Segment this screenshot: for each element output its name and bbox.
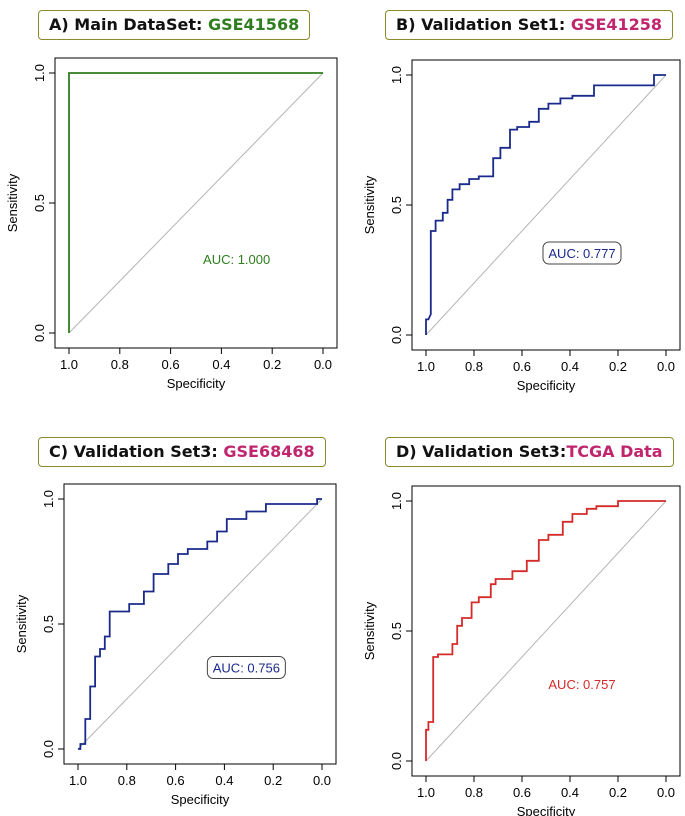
roc-plot-b: 1.0 0.8 0.6 0.4 0.2 0.0 0.0 0.5 1.0 Specificity Se…: [362, 59, 681, 393]
y-tick-label: 1.0: [32, 64, 47, 82]
auc-label: AUC: 0.756: [213, 661, 280, 676]
panel-d-title-dataset: TCGA Data: [566, 442, 663, 461]
x-axis-title: Specificity: [517, 378, 576, 393]
x-tick-label: 0.0: [657, 359, 675, 374]
x-tick-label: 0.8: [465, 359, 483, 374]
y-axis-title: Sensitivity: [362, 175, 377, 234]
x-tick-label: 1.0: [417, 359, 435, 374]
y-axis-title: Sensitivity: [14, 594, 29, 653]
roc-curve: [425, 500, 666, 761]
y-tick-label: 0.0: [389, 752, 404, 770]
diagonal-reference-line: [77, 498, 323, 750]
panel-b-title-prefix: B) Validation Set1:: [396, 15, 571, 34]
x-tick-label: 0.2: [609, 359, 627, 374]
panel-a-title-prefix: A) Main DataSet:: [49, 15, 208, 34]
roc-curve: [78, 498, 322, 750]
x-tick-label: 0.2: [263, 357, 281, 372]
auc-label-box: [542, 241, 622, 265]
auc-label: AUC: 0.777: [548, 246, 615, 261]
panel-a-title: A) Main DataSet: GSE41568: [38, 10, 311, 40]
x-tick-label: 0.8: [118, 773, 136, 788]
x-tick-label: 0.8: [465, 785, 483, 800]
diagonal-reference-line: [425, 500, 667, 762]
x-axis-title: Specificity: [171, 792, 230, 807]
panel-c-title-prefix: C) Validation Set3:: [49, 442, 224, 461]
x-tick-label: 0.0: [657, 785, 675, 800]
y-tick-label: 1.0: [41, 490, 56, 508]
panel-b-title: B) Validation Set1: GSE41258: [385, 10, 674, 40]
panel-a-title-dataset: GSE41568: [207, 15, 300, 34]
panel-c-title-dataset: GSE68468: [223, 442, 315, 461]
x-axis-title: Specificity: [167, 376, 226, 391]
roc-plot-a: 1.0 0.8 0.6 0.4 0.2 0.0 0.0 0.5 1.0 Specificity Se…: [5, 57, 338, 391]
y-tick-label: 0.5: [389, 196, 404, 214]
x-tick-label: 0.6: [513, 359, 531, 374]
panel-b-title-dataset: GSE41258: [570, 15, 663, 34]
y-tick-label: 1.0: [389, 492, 404, 510]
y-tick-label: 0.5: [32, 194, 47, 212]
x-axis-title: Specificity: [517, 804, 576, 816]
x-tick-label: 0.8: [111, 357, 129, 372]
y-axis-title: Sensitivity: [362, 601, 377, 660]
x-tick-label: 0.2: [264, 773, 282, 788]
x-tick-label: 0.4: [212, 357, 230, 372]
x-tick-label: 0.0: [314, 357, 332, 372]
y-axis-title: Sensitivity: [5, 173, 20, 232]
roc-curve: [425, 74, 666, 335]
x-tick-label: 0.0: [313, 773, 331, 788]
auc-label: AUC: 0.757: [548, 677, 615, 692]
panel-d-title-prefix: D) Validation Set3:: [396, 442, 567, 461]
y-tick-label: 1.0: [389, 66, 404, 84]
roc-curve: [68, 72, 323, 333]
roc-plot-c: 1.0 0.8 0.6 0.4 0.2 0.0 0.0 0.5 1.0 Specificity Se…: [14, 483, 337, 807]
auc-label: AUC: 1.000: [203, 252, 270, 267]
diagonal-reference-line: [68, 72, 324, 334]
x-tick-label: 0.6: [162, 357, 180, 372]
x-tick-label: 1.0: [60, 357, 78, 372]
auc-label-box: [206, 656, 286, 679]
x-tick-label: 1.0: [417, 785, 435, 800]
y-tick-label: 0.5: [41, 615, 56, 633]
roc-plot-d: 1.0 0.8 0.6 0.4 0.2 0.0 0.0 0.5 1.0 Specificity Se…: [362, 485, 681, 816]
x-tick-label: 1.0: [69, 773, 87, 788]
x-tick-label: 0.6: [167, 773, 185, 788]
y-tick-label: 0.5: [389, 622, 404, 640]
y-tick-label: 0.0: [41, 740, 56, 758]
panel-d-title: D) Validation Set3:TCGA Data: [385, 437, 674, 467]
x-tick-label: 0.4: [561, 785, 579, 800]
x-tick-label: 0.4: [215, 773, 233, 788]
y-tick-label: 0.0: [32, 324, 47, 342]
x-tick-label: 0.4: [561, 359, 579, 374]
x-tick-label: 0.2: [609, 785, 627, 800]
x-tick-label: 0.6: [513, 785, 531, 800]
y-tick-label: 0.0: [389, 326, 404, 344]
diagonal-reference-line: [425, 74, 667, 336]
panel-c-title: C) Validation Set3: GSE68468: [38, 437, 326, 467]
